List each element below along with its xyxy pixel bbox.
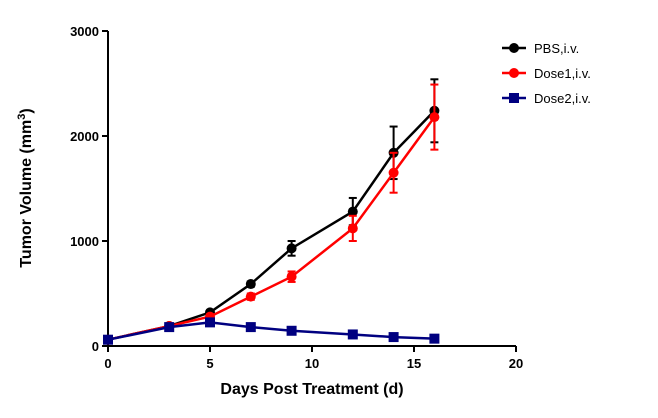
data-point: [103, 334, 113, 345]
x-tick-label: 15: [407, 356, 421, 371]
y-tick-label: 3000: [70, 24, 99, 39]
series-line: [107, 109, 436, 341]
legend-item-1: PBS,i.v.: [502, 41, 579, 56]
series-3: [103, 317, 440, 345]
data-point: [245, 291, 256, 302]
x-ticks: 0 5 10 15 20: [104, 346, 523, 371]
data-point: [347, 329, 358, 340]
data-point: [286, 271, 297, 282]
data-point: [205, 317, 215, 328]
y-axis-title: Tumor Volume (mm3): [16, 108, 35, 267]
x-tick-label: 5: [206, 356, 213, 371]
legend-item-3: Dose2,i.v.: [502, 91, 591, 106]
data-point: [429, 333, 440, 344]
series-layer: [103, 78, 440, 345]
data-point: [429, 112, 440, 123]
legend-label: PBS,i.v.: [534, 41, 579, 56]
y-axis-title-superscript: 3: [16, 114, 28, 120]
y-tick-label: 0: [92, 339, 99, 354]
data-point: [164, 322, 175, 333]
legend-label: Dose1,i.v.: [534, 66, 591, 81]
legend-swatch-marker: [509, 93, 519, 103]
data-point: [286, 325, 297, 336]
data-point: [245, 279, 256, 290]
legend-item-2: Dose1,i.v.: [502, 66, 591, 81]
series-line: [107, 116, 436, 341]
series-2: [103, 83, 440, 345]
x-axis-title: Days Post Treatment (d): [220, 381, 403, 398]
data-point: [286, 243, 297, 254]
legend-swatch-marker: [509, 43, 519, 53]
y-tick-label: 1000: [70, 234, 99, 249]
axes: [107, 31, 516, 347]
data-point: [347, 223, 358, 234]
series-line: [107, 321, 435, 341]
x-tick-label: 20: [509, 356, 523, 371]
legend: PBS,i.v. Dose1,i.v. Dose2,i.v.: [502, 41, 591, 106]
x-tick-label: 0: [104, 356, 111, 371]
legend-swatch-marker: [509, 68, 519, 78]
data-point: [347, 206, 358, 217]
x-tick-label: 10: [305, 356, 319, 371]
legend-label: Dose2,i.v.: [534, 91, 591, 106]
y-tick-label: 2000: [70, 129, 99, 144]
data-point: [245, 322, 256, 333]
series-1: [103, 78, 440, 345]
data-point: [388, 332, 399, 343]
data-point: [388, 167, 399, 178]
y-axis-title-suffix: ): [18, 108, 35, 113]
y-ticks: 0 1000 2000 3000: [70, 24, 108, 354]
y-axis-title-main: Tumor Volume (mm: [18, 120, 35, 268]
